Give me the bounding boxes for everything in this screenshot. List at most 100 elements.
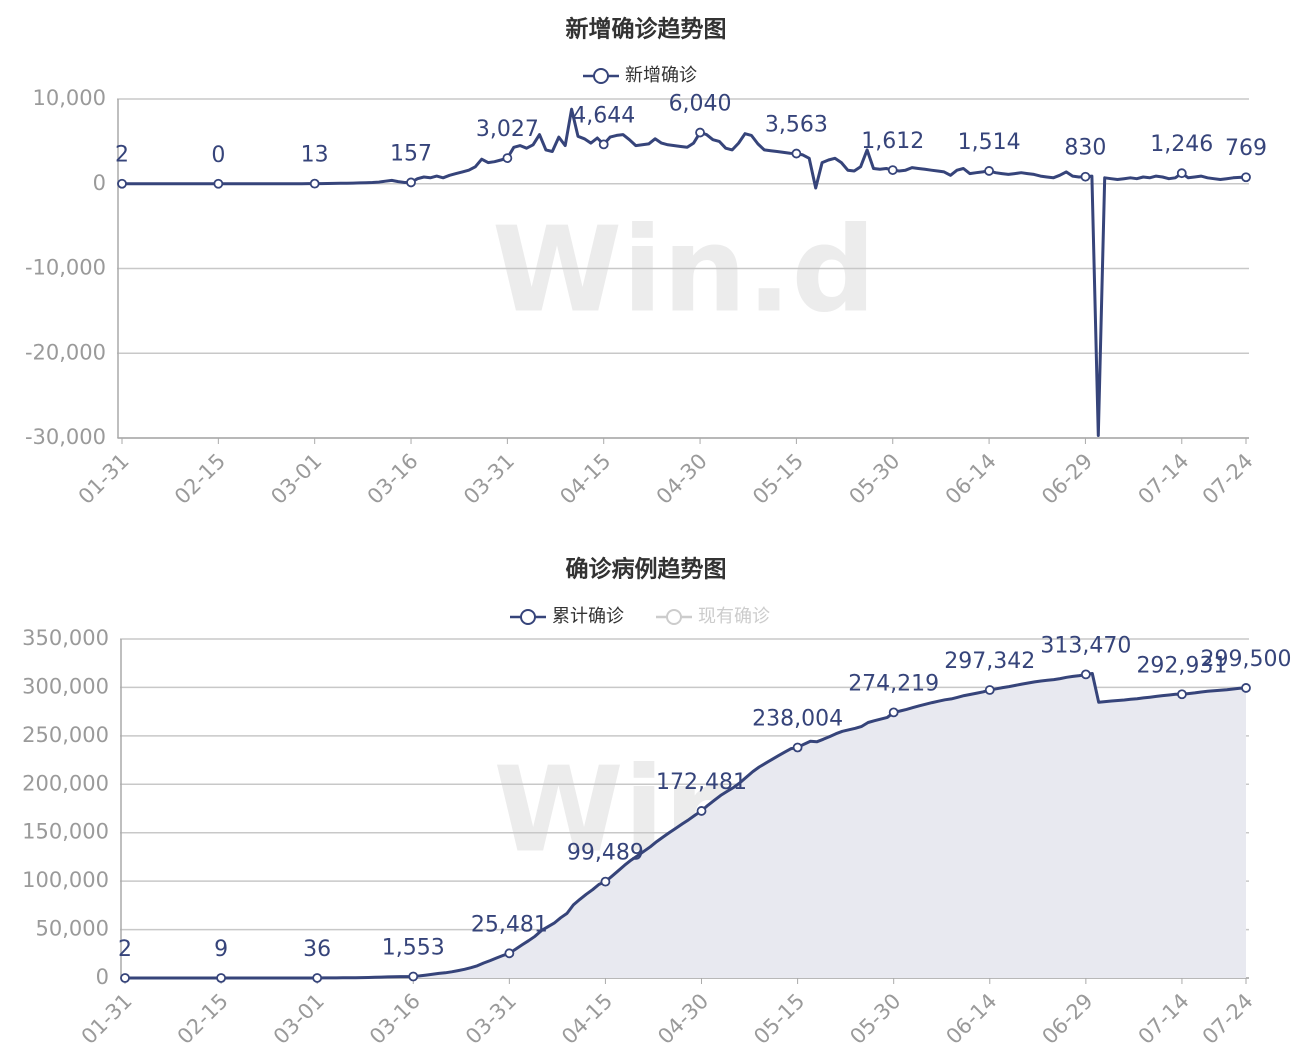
- point: [1080, 171, 1091, 182]
- data-label: 25,481: [471, 912, 548, 937]
- point: [120, 973, 130, 983]
- y-tick-label: 10,000: [33, 86, 106, 110]
- data-label: 4,644: [572, 103, 635, 128]
- x-tick-label: 05-30: [845, 989, 905, 1049]
- point: [408, 971, 419, 982]
- x-tick-label: 03-16: [363, 449, 423, 509]
- point: [1177, 689, 1187, 700]
- point: [1241, 172, 1251, 183]
- data-label: 6,040: [669, 92, 732, 117]
- x-tick-label: 03-31: [461, 989, 521, 1049]
- data-label: 292,931: [1136, 653, 1227, 678]
- x-tick-label: 01-31: [77, 989, 137, 1049]
- point: [791, 148, 802, 159]
- x-tick-label: 04-30: [653, 989, 713, 1049]
- y-tick-label: 50,000: [36, 917, 109, 941]
- data-label: 830: [1064, 136, 1106, 161]
- x-tick-label: 05-15: [749, 989, 809, 1049]
- point: [309, 178, 320, 189]
- watermark: Win.d: [492, 201, 876, 339]
- legend-label: 新增确诊: [625, 65, 697, 86]
- point: [696, 806, 707, 816]
- data-label: 13: [301, 143, 329, 168]
- chart-title: 新增确诊趋势图: [566, 16, 727, 43]
- point: [887, 165, 898, 175]
- point: [984, 166, 994, 176]
- legend-marker: [520, 609, 536, 625]
- x-tick-label: 04-15: [555, 449, 615, 509]
- x-tick-label: 06-29: [1037, 449, 1097, 509]
- data-label: 172,481: [656, 770, 747, 795]
- x-tick-label: 06-14: [941, 989, 1001, 1049]
- data-label: 1,246: [1150, 132, 1213, 157]
- data-label: 3,027: [476, 117, 539, 142]
- data-label: 238,004: [752, 706, 843, 731]
- data-label: 2: [115, 143, 129, 168]
- x-tick-label: 07-24: [1198, 449, 1258, 509]
- x-tick-label: 07-14: [1134, 989, 1194, 1049]
- data-label: 274,219: [848, 671, 939, 696]
- x-tick-label: 03-16: [365, 989, 425, 1049]
- area: [125, 673, 1246, 978]
- point: [213, 178, 224, 189]
- x-tick-label: 03-01: [266, 449, 326, 509]
- data-label: 2: [118, 937, 132, 962]
- point: [600, 876, 611, 887]
- data-label: 9: [214, 937, 228, 962]
- line: [125, 672, 1247, 980]
- legend-label: 现有确诊: [698, 606, 770, 627]
- legend-marker: [593, 68, 609, 84]
- point: [504, 948, 515, 959]
- point: [1080, 669, 1091, 680]
- data-label: 3,563: [765, 113, 828, 138]
- point: [406, 177, 416, 188]
- legend-marker: [666, 609, 682, 625]
- point: [1241, 683, 1251, 693]
- y-tick-label: 100,000: [22, 868, 109, 892]
- y-tick-label: 0: [93, 171, 106, 195]
- point: [117, 178, 127, 189]
- data-label: 1,612: [861, 129, 924, 154]
- y-tick-label: -20,000: [25, 340, 106, 364]
- y-tick-label: -30,000: [25, 425, 106, 449]
- x-tick-label: 05-30: [844, 449, 904, 509]
- x-tick-label: 06-29: [1038, 989, 1098, 1049]
- data-label: 313,470: [1040, 633, 1131, 658]
- y-tick-label: 300,000: [22, 674, 109, 698]
- x-tick-label: 04-15: [557, 989, 617, 1049]
- y-tick-label: 0: [96, 965, 109, 989]
- y-tick-label: 350,000: [22, 626, 109, 650]
- data-label: 299,500: [1201, 647, 1292, 672]
- data-label: 1,514: [958, 130, 1021, 155]
- data-label: 99,489: [567, 841, 644, 866]
- point: [792, 742, 803, 753]
- point: [502, 153, 513, 163]
- point: [598, 139, 609, 150]
- data-label: 0: [211, 143, 225, 168]
- x-tick-label: 07-14: [1133, 449, 1193, 509]
- legend-label: 累计确诊: [552, 606, 624, 627]
- x-tick-label: 03-31: [459, 449, 519, 509]
- y-tick-label: 250,000: [22, 723, 109, 747]
- x-tick-label: 03-01: [269, 989, 329, 1049]
- x-tick-label: 07-24: [1198, 989, 1258, 1049]
- data-label: 36: [303, 937, 331, 962]
- point: [984, 685, 995, 695]
- point: [216, 973, 226, 983]
- point: [312, 973, 323, 983]
- data-label: 157: [390, 141, 432, 166]
- point: [1176, 168, 1187, 179]
- y-tick-label: -10,000: [25, 256, 106, 280]
- line: [122, 107, 1247, 437]
- data-label: 1,553: [382, 935, 445, 960]
- y-tick-label: 200,000: [22, 771, 109, 795]
- point: [888, 707, 899, 718]
- y-tick-label: 150,000: [22, 820, 109, 844]
- x-tick-label: 02-15: [173, 989, 233, 1049]
- x-tick-label: 02-15: [170, 449, 230, 509]
- data-label: 769: [1225, 136, 1267, 161]
- x-tick-label: 04-30: [652, 449, 712, 509]
- chart-title: 确诊病例趋势图: [566, 556, 727, 583]
- data-label: 297,342: [944, 649, 1035, 674]
